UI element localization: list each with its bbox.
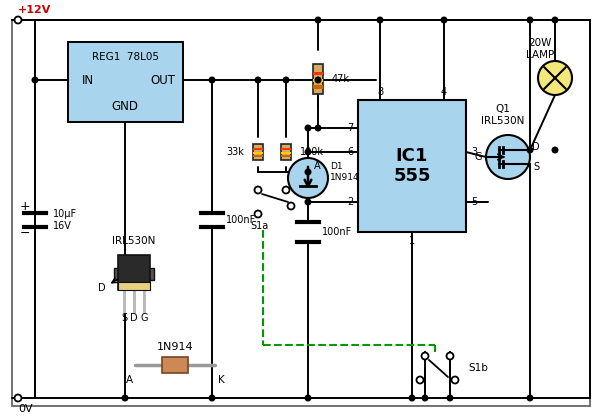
- Text: 4: 4: [441, 87, 447, 97]
- Circle shape: [14, 394, 22, 402]
- Circle shape: [288, 158, 328, 198]
- Circle shape: [416, 376, 424, 383]
- Text: S1a: S1a: [250, 221, 268, 231]
- Text: S: S: [533, 162, 539, 172]
- Bar: [162, 357, 188, 373]
- Text: G: G: [474, 152, 482, 162]
- Text: S: S: [121, 313, 127, 323]
- Text: 1: 1: [409, 236, 415, 246]
- Circle shape: [305, 395, 311, 401]
- Text: IN: IN: [82, 74, 94, 87]
- Circle shape: [305, 169, 311, 175]
- Circle shape: [446, 352, 454, 360]
- Bar: [118, 282, 150, 290]
- Circle shape: [14, 16, 22, 24]
- Text: +12V: +12V: [18, 5, 52, 15]
- Circle shape: [305, 199, 311, 205]
- Bar: [313, 79, 323, 82]
- Circle shape: [209, 77, 215, 83]
- Text: IRL530N: IRL530N: [112, 236, 155, 246]
- Text: D: D: [130, 313, 138, 323]
- Circle shape: [422, 352, 428, 360]
- Bar: [253, 152, 263, 154]
- Circle shape: [255, 77, 261, 83]
- Bar: [118, 255, 150, 290]
- Text: 100nF: 100nF: [322, 227, 352, 237]
- Text: 10μF: 10μF: [53, 209, 77, 219]
- Text: K: K: [218, 375, 224, 385]
- Circle shape: [315, 125, 321, 131]
- Circle shape: [552, 147, 558, 153]
- Circle shape: [527, 17, 533, 23]
- Bar: [281, 155, 291, 157]
- Text: Q1
IRL530N: Q1 IRL530N: [481, 104, 524, 126]
- Circle shape: [254, 210, 262, 218]
- Circle shape: [447, 395, 453, 401]
- Circle shape: [305, 149, 311, 155]
- Bar: [253, 148, 263, 150]
- Circle shape: [441, 17, 447, 23]
- Circle shape: [305, 125, 311, 131]
- Bar: [281, 148, 291, 150]
- Circle shape: [287, 202, 295, 210]
- Text: 33k: 33k: [226, 147, 244, 157]
- Bar: [281, 152, 291, 154]
- Text: REG1  78L05: REG1 78L05: [92, 52, 158, 62]
- Circle shape: [409, 395, 415, 401]
- Text: 0V: 0V: [18, 404, 32, 414]
- Text: 47k: 47k: [332, 74, 350, 84]
- Bar: [281, 144, 291, 160]
- Bar: [358, 100, 466, 232]
- Bar: [68, 42, 183, 122]
- Text: D: D: [98, 283, 106, 293]
- Text: GND: GND: [112, 100, 139, 113]
- Text: G: G: [140, 313, 148, 323]
- Text: 100k: 100k: [300, 147, 324, 157]
- Text: 7: 7: [347, 123, 353, 133]
- Circle shape: [315, 77, 321, 83]
- Bar: [114, 268, 154, 280]
- Circle shape: [552, 17, 558, 23]
- Circle shape: [283, 77, 289, 83]
- Text: A: A: [125, 375, 133, 385]
- Text: IC1
555: IC1 555: [393, 147, 431, 185]
- Text: 6: 6: [347, 147, 353, 157]
- Circle shape: [452, 376, 458, 383]
- Text: 2: 2: [347, 197, 353, 207]
- Circle shape: [32, 77, 38, 83]
- Circle shape: [538, 61, 572, 95]
- Text: D1
1N914: D1 1N914: [330, 162, 359, 182]
- Bar: [313, 72, 323, 75]
- Text: 5: 5: [471, 197, 477, 207]
- Circle shape: [422, 395, 428, 401]
- Bar: [313, 85, 323, 89]
- Bar: [253, 144, 263, 160]
- Circle shape: [283, 186, 290, 194]
- Circle shape: [254, 186, 262, 194]
- Text: 1N914: 1N914: [157, 342, 193, 352]
- Circle shape: [527, 147, 533, 153]
- Circle shape: [315, 17, 321, 23]
- Text: 100nF: 100nF: [226, 215, 256, 225]
- Text: OUT: OUT: [151, 74, 176, 87]
- Text: A: A: [314, 161, 320, 171]
- Bar: [313, 64, 323, 94]
- Text: 3: 3: [471, 147, 477, 157]
- Circle shape: [122, 395, 128, 401]
- Text: 16V: 16V: [53, 221, 72, 231]
- Circle shape: [209, 395, 215, 401]
- Text: S1b: S1b: [468, 363, 488, 373]
- Text: +: +: [19, 200, 30, 213]
- Circle shape: [377, 17, 383, 23]
- Bar: [253, 155, 263, 157]
- Text: 8: 8: [377, 87, 383, 97]
- Text: −: −: [20, 226, 30, 239]
- Text: 20W
LAMP: 20W LAMP: [526, 38, 554, 60]
- Circle shape: [527, 395, 533, 401]
- Circle shape: [486, 135, 530, 179]
- Text: D: D: [532, 142, 540, 152]
